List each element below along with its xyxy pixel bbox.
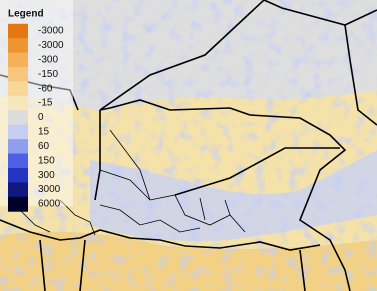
legend-label: -60 xyxy=(38,83,53,94)
province-borders xyxy=(19,129,246,236)
legend-label: 3000 xyxy=(38,184,61,195)
legend-title: Legend xyxy=(8,9,44,20)
legend-label: 150 xyxy=(38,155,55,166)
legend-swatch xyxy=(8,182,28,198)
legend-swatch xyxy=(8,110,28,126)
border xyxy=(19,199,96,236)
legend-swatch xyxy=(8,139,28,155)
legend-label: -3000 xyxy=(38,26,64,37)
border xyxy=(99,0,265,116)
legend-swatch xyxy=(8,167,28,183)
border xyxy=(0,219,321,251)
border xyxy=(263,0,377,26)
legend-label: -3000 xyxy=(38,40,64,51)
border xyxy=(39,239,306,291)
border xyxy=(99,169,246,233)
border xyxy=(99,204,201,233)
legend-swatch xyxy=(8,153,28,169)
legend-label: 15 xyxy=(38,127,50,138)
legend-swatch xyxy=(8,67,28,82)
legend-swatch xyxy=(8,95,28,111)
legend-swatch xyxy=(8,23,28,39)
legend-label: 0 xyxy=(38,112,44,123)
legend-swatch xyxy=(8,196,28,212)
legend-swatch xyxy=(8,124,28,140)
border xyxy=(344,24,377,126)
legend-swatch xyxy=(8,38,28,54)
legend-swatch xyxy=(8,81,28,97)
legend-label: -300 xyxy=(38,54,58,65)
legend-label: 6000 xyxy=(38,199,61,210)
legend-swatch xyxy=(8,52,28,68)
legend-label: 60 xyxy=(38,141,50,152)
legend-label: -15 xyxy=(38,98,53,109)
border xyxy=(249,114,351,291)
legend-label: 300 xyxy=(38,170,55,181)
border xyxy=(174,147,340,196)
border xyxy=(109,129,231,221)
legend-label: -150 xyxy=(38,69,58,80)
